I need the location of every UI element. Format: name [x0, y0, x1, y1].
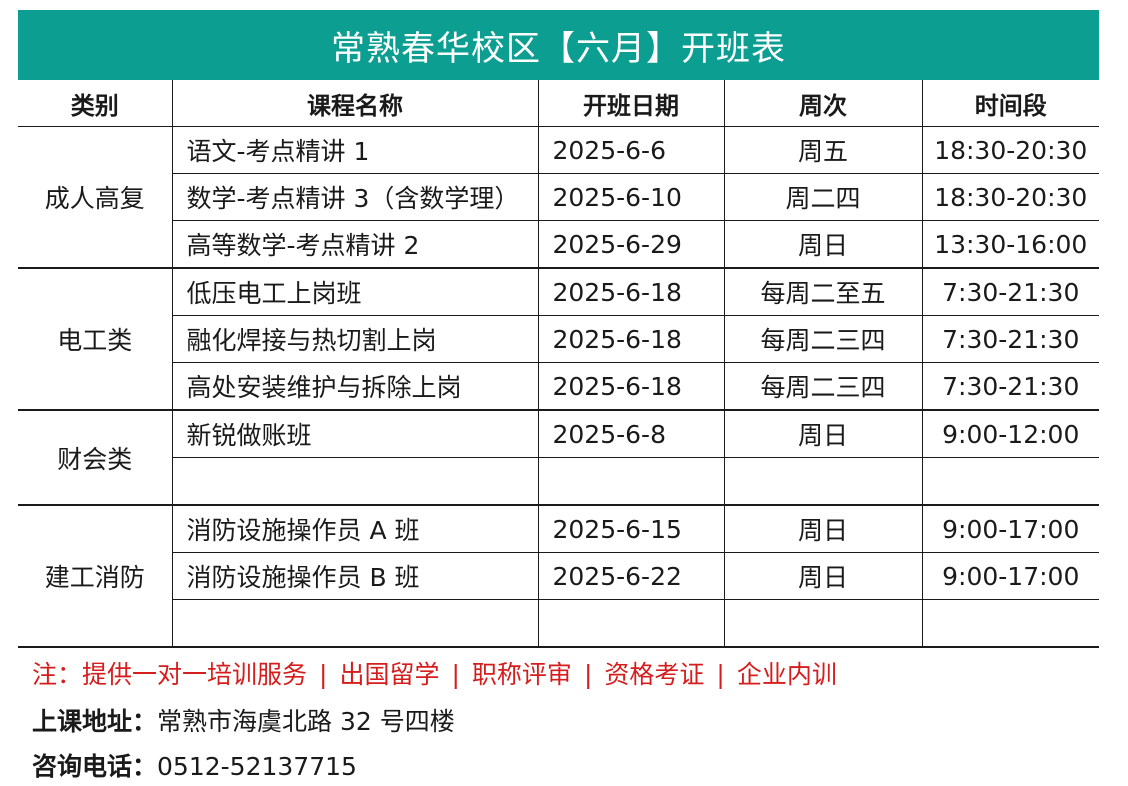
note-item: 出国留学 [339, 660, 440, 689]
table-row: 建工消防 消防设施操作员 A 班 2025-6-15 周日 9:00-17:00 [18, 504, 1099, 648]
schedule-table: 类别 课程名称 开班日期 周次 时间段 成人高复 语文-考点精讲 1 2025-… [18, 80, 1099, 648]
table-row: 电工类 低压电工上岗班 2025-6-18 每周二至五 7:30-21:30 [18, 267, 1099, 411]
course-name-cell: 消防设施操作员 A 班 [171, 504, 539, 553]
note-separator: | [319, 660, 328, 689]
course-name-cell [172, 457, 539, 506]
course-name-cell: 融化焊接与热切割上岗 [172, 315, 539, 363]
header-start-date: 开班日期 [537, 80, 725, 127]
table-row: 数学-考点精讲 3（含数学理） 2025-6-10 周二四 18:30-20:3… [18, 173, 1099, 221]
time-slot-cell: 7:30-21:30 [921, 362, 1099, 411]
weekday-cell: 周五 [723, 126, 923, 174]
header-category: 类别 [18, 80, 173, 127]
start-date-cell: 2025-6-18 [537, 362, 725, 411]
note-item: 资格考证 [604, 660, 705, 689]
time-slot-cell: 13:30-16:00 [921, 220, 1099, 269]
note-prefix: 注： [32, 660, 83, 689]
phone-line: 咨询电话：0512-52137715 [32, 747, 357, 783]
weekday-cell [723, 457, 923, 506]
start-date-cell [537, 599, 725, 648]
address-label: 上课地址： [32, 707, 158, 736]
weekday-cell: 每周二至五 [723, 267, 923, 316]
weekday-cell [723, 599, 923, 648]
time-slot-cell: 18:30-20:30 [921, 126, 1099, 174]
category-cell: 电工类 [18, 267, 173, 411]
note-item: 提供一对一培训服务 [82, 660, 308, 689]
weekday-cell: 周日 [723, 409, 923, 458]
course-name-cell: 语文-考点精讲 1 [171, 126, 539, 174]
course-name-cell: 高等数学-考点精讲 2 [172, 220, 539, 269]
start-date-cell: 2025-6-10 [537, 173, 725, 221]
table-row: 融化焊接与热切割上岗 2025-6-18 每周二三四 7:30-21:30 [18, 315, 1099, 363]
weekday-cell: 周日 [723, 220, 923, 269]
start-date-cell: 2025-6-15 [537, 504, 725, 553]
table-row: 高等数学-考点精讲 2 2025-6-29 周日 13:30-16:00 [18, 220, 1099, 269]
time-slot-cell: 7:30-21:30 [921, 315, 1099, 363]
table-row: 高处安装维护与拆除上岗 2025-6-18 每周二三四 7:30-21:30 [18, 362, 1099, 411]
course-name-cell: 数学-考点精讲 3（含数学理） [172, 173, 539, 221]
phone-value: 0512-52137715 [157, 752, 357, 781]
note-item: 职称评审 [471, 660, 572, 689]
table-row: 成人高复 语文-考点精讲 1 2025-6-6 周五 18:30-20:30 [18, 126, 1099, 269]
table-row [18, 599, 1099, 648]
course-name-cell [172, 599, 539, 648]
time-slot-cell [921, 457, 1099, 506]
course-name-cell: 消防设施操作员 B 班 [172, 552, 539, 600]
time-slot-cell: 9:00-12:00 [921, 409, 1099, 458]
note-item: 企业内训 [736, 660, 837, 689]
header-course-name: 课程名称 [171, 80, 539, 127]
start-date-cell: 2025-6-8 [537, 409, 725, 458]
weekday-cell: 每周二三四 [723, 362, 923, 411]
header-time-slot: 时间段 [921, 80, 1099, 127]
note-separator: | [716, 660, 725, 689]
note-separator: | [583, 660, 593, 689]
time-slot-cell: 7:30-21:30 [921, 267, 1099, 316]
table-row: 财会类 新锐做账班 2025-6-8 周日 9:00-12:00 [18, 409, 1099, 506]
table-header-row: 类别 课程名称 开班日期 周次 时间段 [18, 80, 1099, 127]
time-slot-cell: 9:00-17:00 [921, 504, 1099, 553]
course-name-cell: 高处安装维护与拆除上岗 [172, 362, 539, 411]
start-date-cell: 2025-6-18 [537, 267, 725, 316]
table-row: 消防设施操作员 B 班 2025-6-22 周日 9:00-17:00 [18, 552, 1099, 600]
weekday-cell: 周日 [723, 504, 923, 553]
start-date-cell: 2025-6-22 [537, 552, 725, 600]
category-cell: 成人高复 [18, 126, 173, 269]
header-weekday: 周次 [723, 80, 923, 127]
start-date-cell: 2025-6-29 [537, 220, 725, 269]
start-date-cell: 2025-6-6 [537, 126, 725, 174]
weekday-cell: 周二四 [723, 173, 923, 221]
phone-label: 咨询电话： [32, 752, 158, 781]
time-slot-cell [921, 599, 1099, 648]
address-value: 常熟市海虞北路 32 号四楼 [157, 707, 455, 736]
start-date-cell: 2025-6-18 [537, 315, 725, 363]
address-line: 上课地址：常熟市海虞北路 32 号四楼 [32, 702, 455, 738]
start-date-cell [537, 457, 725, 506]
schedule-title: 常熟春华校区【六月】开班表 [18, 10, 1099, 80]
note-separator: | [451, 660, 460, 689]
course-name-cell: 新锐做账班 [171, 409, 539, 458]
course-name-cell: 低压电工上岗班 [171, 267, 539, 316]
time-slot-cell: 9:00-17:00 [921, 552, 1099, 600]
table-row [18, 457, 1099, 506]
weekday-cell: 每周二三四 [723, 315, 923, 363]
category-cell: 建工消防 [18, 504, 173, 648]
category-cell: 财会类 [18, 409, 173, 506]
weekday-cell: 周日 [723, 552, 923, 600]
services-note: 注：提供一对一培训服务 | 出国留学 | 职称评审 | 资格考证 | 企业内训 [32, 655, 837, 691]
time-slot-cell: 18:30-20:30 [921, 173, 1099, 221]
